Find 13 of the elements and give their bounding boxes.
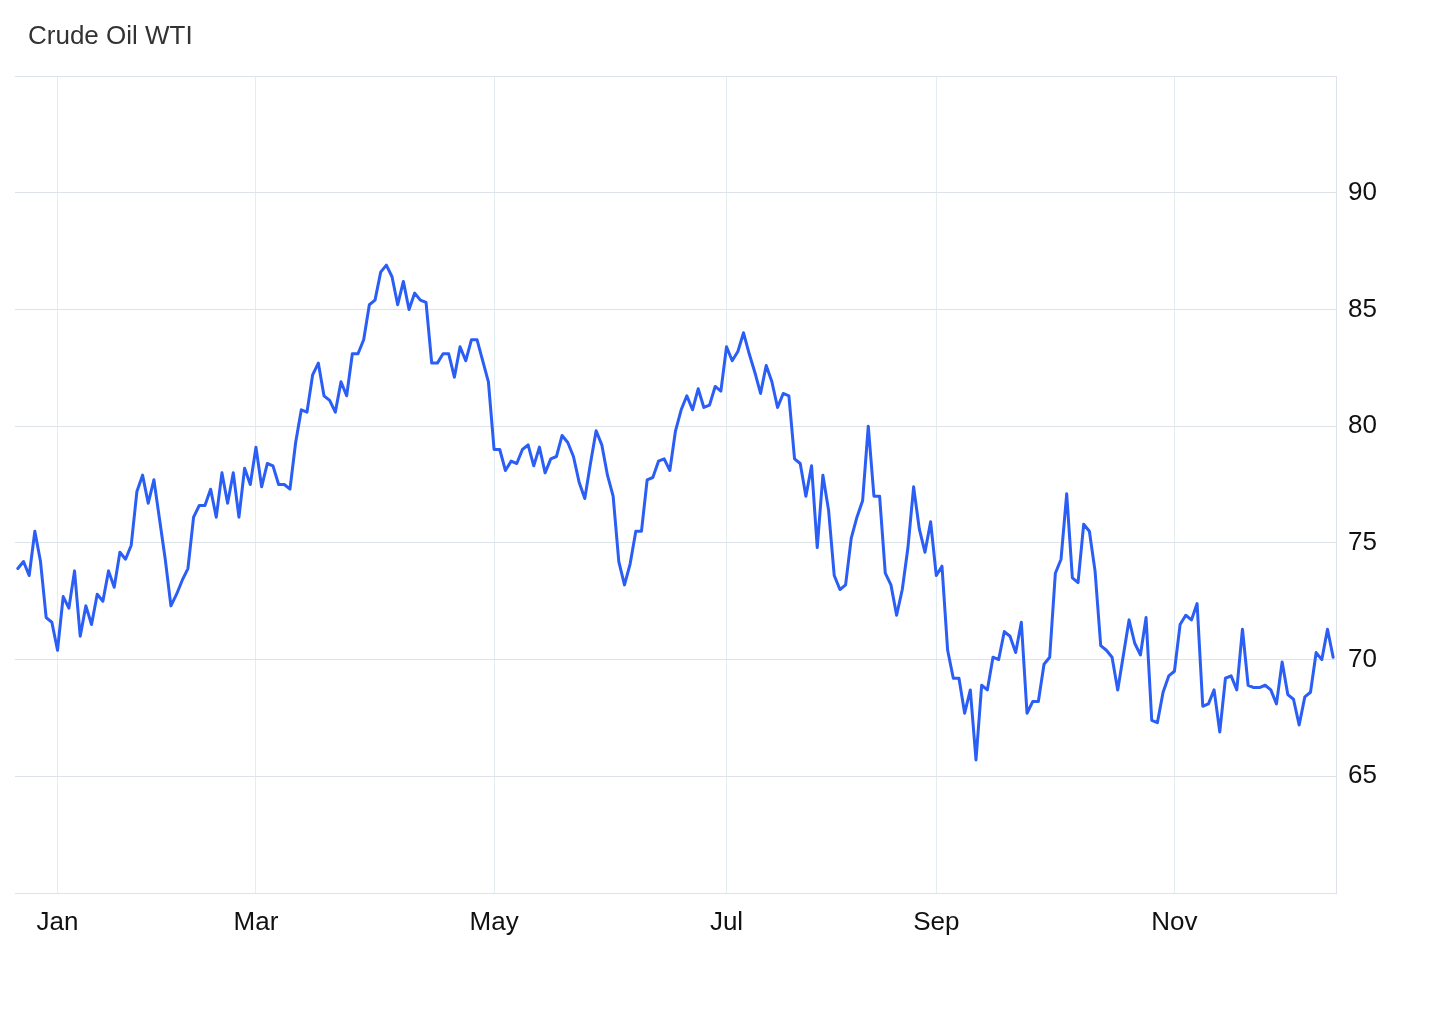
x-tick-label: Sep [913,905,960,936]
x-tick-label: Mar [233,905,279,936]
chart-title: Crude Oil WTI [28,20,193,51]
x-tick-label: May [469,905,519,936]
y-tick-label: 90 [1348,175,1377,206]
y-tick-label: 80 [1348,409,1377,440]
y-tick-label: 65 [1348,759,1377,790]
y-tick-label: 85 [1348,292,1377,323]
y-tick-label: 70 [1348,642,1377,673]
x-tick-label: Jan [36,905,79,936]
x-tick-label: Nov [1151,905,1198,936]
y-tick-label: 75 [1348,526,1377,557]
x-tick-label: Jul [709,905,744,936]
